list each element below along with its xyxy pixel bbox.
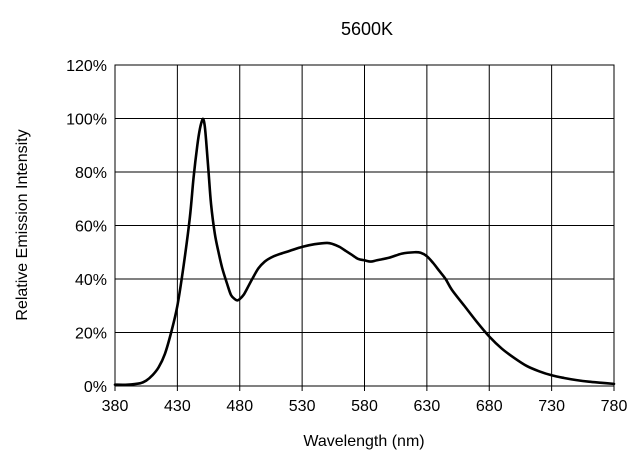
x-tick-label: 730 <box>538 398 565 415</box>
y-tick-label: 100% <box>66 112 107 129</box>
plot-frame <box>114 64 615 387</box>
y-tick-label: 120% <box>66 58 107 75</box>
y-tick-label: 0% <box>84 379 107 396</box>
x-tick-label: 530 <box>289 398 316 415</box>
y-axis-title: Relative Emission Intensity <box>14 129 31 320</box>
y-tick-label: 40% <box>75 272 107 289</box>
x-tick-label: 780 <box>601 398 628 415</box>
x-tick-label: 380 <box>102 398 129 415</box>
x-tick-label: 580 <box>351 398 378 415</box>
x-tick-label: 680 <box>476 398 503 415</box>
chart-title: 5600K <box>341 19 393 39</box>
y-tick-label: 80% <box>75 165 107 182</box>
x-axis-title: Wavelength (nm) <box>303 433 424 450</box>
x-tick-label: 480 <box>226 398 253 415</box>
y-tick-label: 20% <box>75 326 107 343</box>
x-tick-label: 630 <box>414 398 441 415</box>
series-line-5600k <box>113 117 616 387</box>
x-tick-labels: 380 430 480 530 580 630 680 730 780 <box>102 398 628 415</box>
x-tick-label: 430 <box>164 398 191 415</box>
y-tick-label: 60% <box>75 219 107 236</box>
y-tick-labels: 0% 20% 40% 60% 80% 100% 120% <box>66 58 107 396</box>
